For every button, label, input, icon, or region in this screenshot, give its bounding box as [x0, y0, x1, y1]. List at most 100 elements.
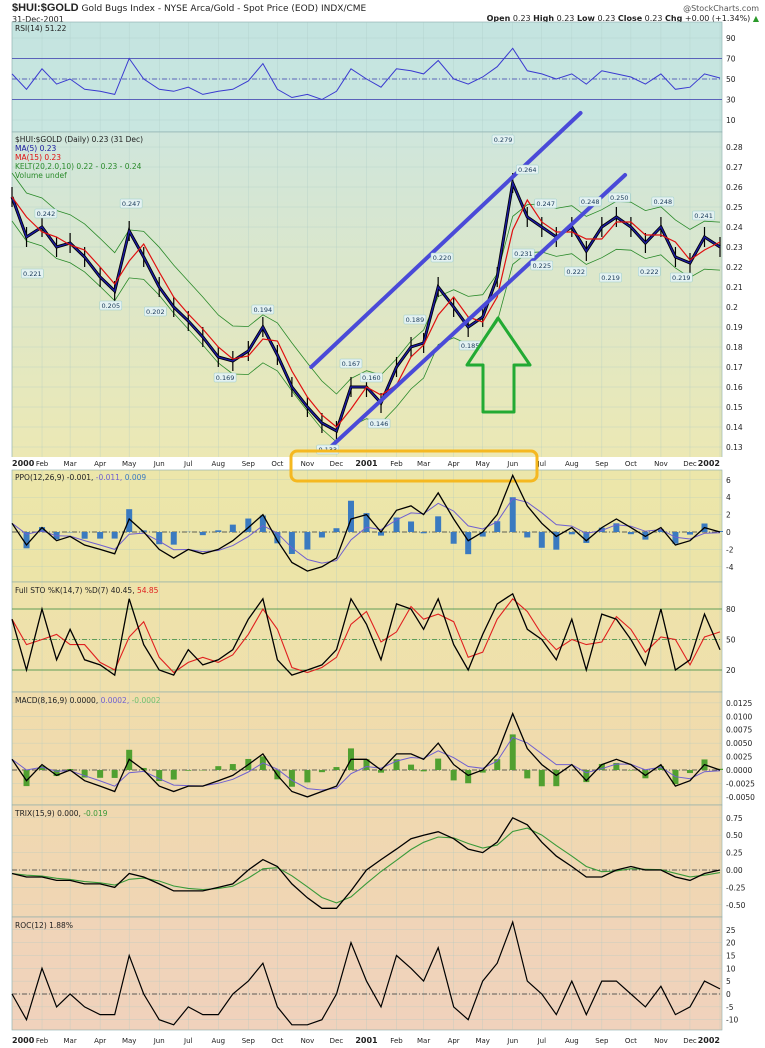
ppo-legend: PPO(12,26,9) -0.001, -0.011, 0.009	[15, 473, 146, 482]
x-axis-tick-label: Jun	[506, 460, 518, 468]
x-axis-tick-label: Oct	[625, 460, 637, 468]
price-annotation-label: 0.169	[216, 374, 235, 382]
macd-histogram-bar	[538, 770, 545, 787]
price-annotation-box	[651, 196, 675, 207]
macd-y-tick-label: -0.0025	[726, 779, 755, 788]
ppo-histogram-bar	[686, 532, 693, 535]
x-axis-tick-label: Oct	[271, 1037, 283, 1045]
macd-panel-background	[11, 691, 723, 806]
macd-y-tick-label: 0.0075	[726, 726, 752, 735]
x-axis-tick-label: Sep	[595, 460, 609, 468]
trix-y-tick-label: 0.25	[726, 849, 743, 858]
sto-d-line	[11, 597, 721, 674]
rsi-y-tick-label: 90	[726, 34, 736, 43]
low-value: 0.23	[597, 14, 616, 23]
x-axis-tick-label: Dec	[683, 1037, 697, 1045]
macd-histogram-bar	[304, 770, 311, 783]
macd-line	[11, 711, 721, 798]
x-axis-tick-label: Sep	[242, 1037, 256, 1045]
x-axis-tick-label: Jul	[537, 1037, 547, 1045]
price-y-tick-label: 0.15	[726, 403, 743, 412]
ppo-histogram-bar	[568, 532, 575, 535]
price-annotation-label: 0.219	[601, 274, 620, 282]
price-annotation-label: 0.167	[342, 360, 361, 368]
macd-histogram-bar	[111, 770, 118, 778]
ppo-histogram-bar	[627, 532, 634, 535]
x-axis-tick-label: 2002	[698, 1036, 720, 1045]
x-axis-tick-label: Dec	[330, 1037, 344, 1045]
price-annotation-box	[213, 372, 237, 383]
ma15-legend: MA(15) 0.23	[15, 153, 61, 162]
roc-panel-background	[11, 916, 723, 1031]
x-axis-tick-label: 2000	[12, 1036, 35, 1045]
volume-legend: Volume undef	[15, 171, 67, 180]
x-axis-tick-label: Mar	[417, 1037, 430, 1045]
macd-histogram-bar	[613, 762, 620, 770]
macd-histogram-bar	[229, 764, 236, 770]
x-axis-tick-label: Oct	[271, 460, 283, 468]
price-annotation-box	[599, 272, 622, 283]
price-annotation-label: 0.225	[532, 262, 551, 270]
price-y-tick-label: 0.23	[726, 243, 743, 252]
price-annotation-box	[491, 134, 515, 145]
x-axis-tick-label: Aug	[565, 460, 579, 468]
price-annotation-box	[512, 248, 535, 259]
price-annotation-label: 0.248	[654, 198, 673, 206]
open-label: Open	[486, 14, 511, 23]
ppo-legend-part: PPO(12,26,9) -0.001,	[15, 473, 93, 482]
trend-channel-line	[328, 173, 628, 449]
price-annotation-box	[119, 198, 143, 209]
macd-y-tick-label: 0.0050	[726, 739, 752, 748]
trix-y-tick-label: -0.50	[726, 901, 746, 910]
rsi-y-tick-label: 70	[726, 55, 736, 64]
x-axis-tick-label: Apr	[94, 460, 106, 468]
trix-legend: TRIX(15,9) 0.000, -0.019	[14, 809, 108, 818]
rsi-panel-background	[11, 21, 723, 133]
high-label: High	[533, 14, 555, 23]
roc-y-tick-label: 10	[726, 964, 736, 973]
price-annotation-box	[608, 192, 631, 203]
price-annotation-label: 0.146	[370, 420, 389, 428]
trix-signal-line	[11, 827, 721, 904]
macd-y-tick-label: 0.0125	[726, 699, 752, 708]
ma5-legend: MA(5) 0.23	[15, 144, 57, 153]
x-axis-tick-label: Sep	[242, 460, 256, 468]
macd-histogram-bar	[642, 770, 649, 779]
price-annotation-label: 0.185	[461, 342, 480, 350]
macd-histogram-bar	[583, 770, 590, 783]
macd-histogram-bar	[53, 770, 60, 777]
macd-y-tick-label: -0.0050	[726, 793, 755, 802]
macd-histogram-bar	[686, 770, 693, 774]
trix-panel-background	[11, 804, 723, 918]
ppo-histogram-bar	[156, 532, 163, 545]
ppo-histogram-bar	[318, 532, 325, 538]
x-axis-tick-label: Aug	[211, 460, 225, 468]
sto-y-tick-label: 20	[726, 666, 736, 675]
rsi-y-tick-label: 10	[726, 116, 736, 125]
roc-y-tick-label: -5	[726, 1003, 734, 1012]
price-y-tick-label: 0.27	[726, 163, 743, 172]
low-label: Low	[576, 14, 595, 23]
price-annotation-box	[99, 300, 123, 311]
ppo-histogram-bar	[347, 500, 354, 532]
roc-y-tick-label: 5	[726, 977, 731, 986]
roc-y-tick-label: 25	[726, 926, 736, 935]
price-annotation-box	[367, 418, 391, 429]
x-axis-tick-label: Feb	[390, 460, 403, 468]
price-annotation-label: 0.241	[694, 212, 713, 220]
price-y-tick-label: 0.19	[726, 323, 743, 332]
macd-histogram-bar	[363, 759, 370, 770]
macd-y-tick-label: 0.0000	[726, 766, 752, 775]
price-annotation-label: 0.247	[122, 200, 141, 208]
ppo-signal-line	[11, 498, 721, 564]
price-annotation-box	[21, 268, 44, 279]
ppo-histogram-bar	[393, 517, 400, 532]
sto-legend-part: 54.85	[135, 586, 159, 595]
ppo-histogram-bar	[583, 532, 590, 543]
ppo-histogram-bar	[420, 532, 427, 534]
price-y-tick-label: 0.26	[726, 183, 743, 192]
rsi-legend: RSI(14) 51.22	[15, 24, 67, 33]
symbol: $HUI:$GOLD	[12, 2, 79, 14]
trix-y-tick-label: 0.75	[726, 814, 743, 823]
